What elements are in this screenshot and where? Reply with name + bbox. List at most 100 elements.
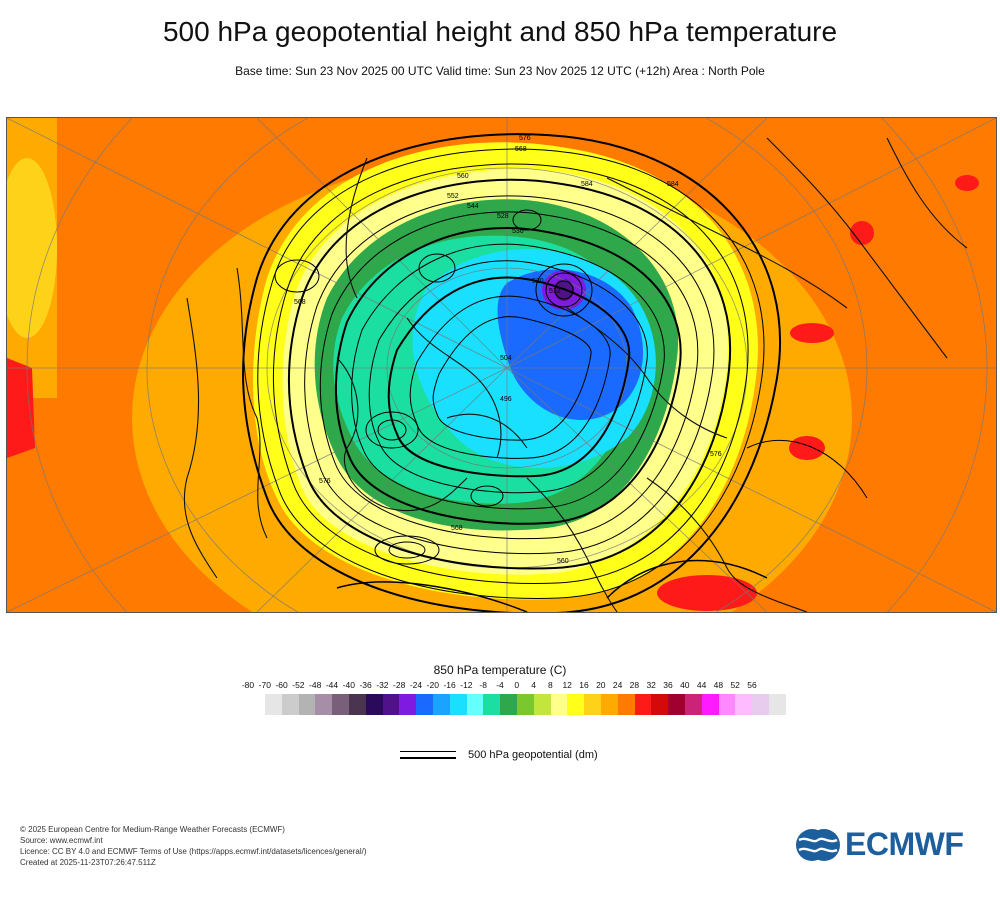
- geopotential-legend: 500 hPa geopotential (dm): [400, 748, 598, 762]
- red-patch-far-east: [955, 175, 979, 191]
- legend-tick-label: -8: [479, 680, 487, 690]
- chart-subtitle: Base time: Sun 23 Nov 2025 00 UTC Valid …: [235, 64, 765, 78]
- red-patch-south: [657, 575, 757, 611]
- legend-title: 850 hPa temperature (C): [433, 663, 567, 677]
- legend-tick-label: 0: [514, 680, 520, 690]
- legend-tick-label: -28: [393, 680, 406, 690]
- legend-tick-label: -4: [496, 680, 504, 690]
- contour-label: 576: [319, 478, 331, 485]
- contour-labels: 576 568 584 560 552 544 536 528 520 512 …: [294, 135, 722, 565]
- yellow-patch-left: [7, 158, 57, 338]
- ecmwf-logo-icon: [796, 828, 840, 861]
- contour-label: 568: [515, 146, 527, 153]
- legend-swatch: [550, 694, 568, 715]
- blue-region: [497, 269, 644, 420]
- contour-label: 496: [500, 396, 512, 403]
- legend-swatch: [701, 694, 719, 715]
- legend-tick-label: 36: [663, 680, 673, 690]
- legend-tick-label: 8: [548, 680, 553, 690]
- contour-label: 576: [710, 451, 722, 458]
- contour-label: 560: [457, 173, 469, 180]
- contour-label: 568: [294, 299, 306, 306]
- legend-swatch: [768, 694, 786, 715]
- legend-swatch: [365, 694, 383, 715]
- coastlines: [183, 137, 968, 612]
- legend-tick-label: 28: [629, 680, 640, 690]
- legend-tick-label: -20: [426, 680, 439, 690]
- north-pole-map: 576 568 584 560 552 544 536 528 520 512 …: [6, 117, 997, 613]
- legend-swatch: [684, 694, 702, 715]
- source-line: Source: www.ecmwf.int: [20, 836, 103, 845]
- ecmwf-logo-text: ECMWF: [845, 826, 964, 862]
- contour-label: 544: [467, 203, 479, 210]
- legend-swatch: [752, 694, 769, 715]
- red-patch-ne: [850, 221, 874, 245]
- red-patch-se: [790, 323, 834, 343]
- legend-swatch: [332, 694, 349, 715]
- legend-tick-label: 40: [680, 680, 690, 690]
- contour-label: 576: [519, 135, 531, 142]
- geopotential-legend-label: 500 hPa geopotential (dm): [468, 749, 598, 761]
- legend-swatch: [718, 694, 736, 715]
- legend-swatch: [735, 694, 753, 715]
- legend-tick-label: 44: [696, 680, 707, 690]
- legend-swatch: [516, 694, 534, 715]
- legend-swatch: [348, 694, 366, 715]
- contour-label: 568: [451, 525, 463, 532]
- copyright-line: © 2025 European Centre for Medium-Range …: [20, 825, 285, 834]
- legend-swatch: [668, 694, 685, 715]
- legend-tick-label: 24: [612, 680, 623, 690]
- legend-tick-label: -32: [376, 680, 389, 690]
- legend-tick-label: 12: [562, 680, 572, 690]
- legend-tick-label: 4: [531, 680, 536, 690]
- legend-tick-label: -70: [258, 680, 271, 690]
- legend-swatch: [500, 694, 517, 715]
- legend-tick-label: 32: [646, 680, 656, 690]
- red-patch-east: [789, 436, 825, 460]
- legend-swatch: [298, 694, 316, 715]
- contour-label: 528: [497, 213, 509, 220]
- contour-label: 584: [667, 181, 679, 188]
- legend-tick-label: 20: [596, 680, 606, 690]
- legend-swatch: [416, 694, 433, 715]
- contour-label: 520: [532, 278, 544, 285]
- legend-tick-label: -48: [309, 680, 322, 690]
- legend-ticks: -80 -70 -60 -52 -48 -44 -40 -36 -32 -28 -24 -20 -16-…: [0, 680, 1000, 694]
- legend-swatch: [600, 694, 618, 715]
- contour-label: 512: [549, 288, 561, 295]
- credits: © 2025 European Centre for Medium-Range …: [20, 824, 367, 868]
- legend-swatch: [281, 694, 299, 715]
- legend-tick-label: -12: [460, 680, 473, 690]
- legend-tick-label: 52: [730, 680, 740, 690]
- licence-line: Licence: CC BY 4.0 and ECMWF Terms of Us…: [20, 847, 367, 856]
- legend-swatch: [432, 694, 450, 715]
- ecmwf-logo: ECMWF: [795, 826, 964, 863]
- legend-swatch: [483, 694, 501, 715]
- legend-swatch: [382, 694, 400, 715]
- geopotential-contours: [242, 133, 868, 612]
- legend-tick-label: -24: [409, 680, 423, 690]
- contour-label: 536: [512, 228, 524, 235]
- contour-label: 584: [581, 181, 593, 188]
- contour-label: 560: [557, 558, 569, 565]
- legend-swatch: [584, 694, 601, 715]
- legend-tick-label: -16: [443, 680, 456, 690]
- legend-swatch: [466, 694, 484, 715]
- red-patch-left: [7, 358, 35, 458]
- chart-title: 500 hPa geopotential height and 850 hPa …: [162, 16, 838, 47]
- legend-swatch: [399, 694, 417, 715]
- legend-swatch: [449, 694, 467, 715]
- legend-swatch: [634, 694, 652, 715]
- contour-label: 504: [500, 355, 512, 362]
- legend-tick-label: 16: [579, 680, 589, 690]
- legend-tick-label: -60: [275, 680, 288, 690]
- legend-swatch: [617, 694, 635, 715]
- legend-tick-label: -52: [292, 680, 305, 690]
- legend-tick-label: -40: [342, 680, 355, 690]
- legend-tick-label: 48: [713, 680, 724, 690]
- legend-swatch: [533, 694, 551, 715]
- legend-tick-label: -80: [241, 680, 255, 690]
- legend-swatch: [651, 694, 669, 715]
- contour-label: 552: [447, 193, 459, 200]
- legend-swatch: [265, 694, 282, 715]
